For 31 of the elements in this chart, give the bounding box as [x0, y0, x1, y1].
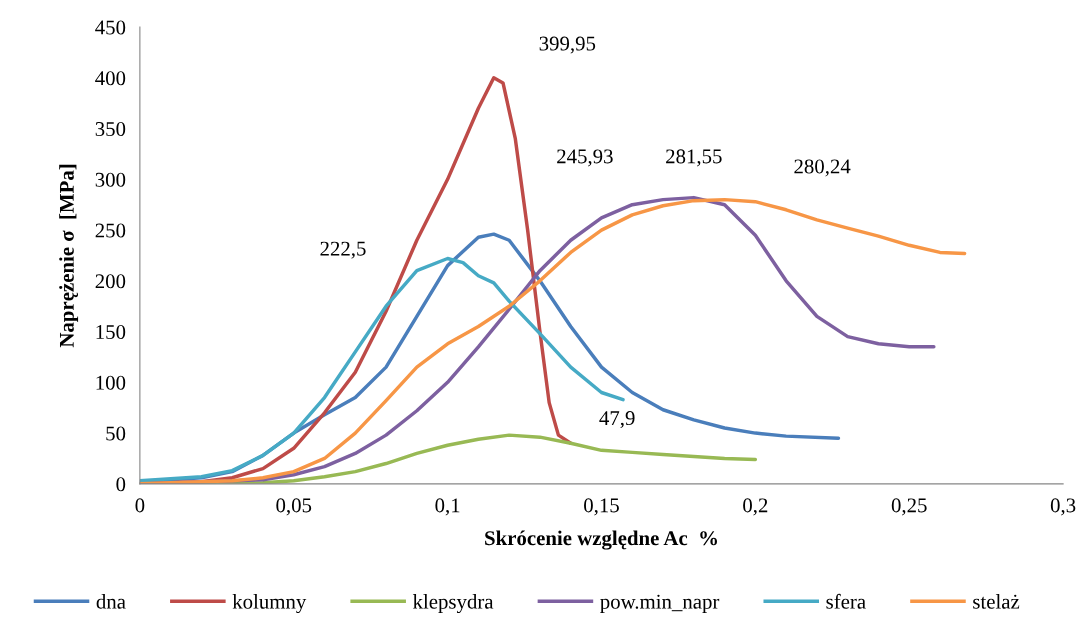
annotation: 47,9 — [599, 411, 635, 429]
y-tick-label: 50 — [106, 426, 126, 441]
x-tick-label: 0,2 — [743, 498, 768, 516]
legend-label: sfera — [826, 593, 866, 609]
y-tick-label: 300 — [95, 172, 126, 187]
legend-label: klepsydra — [412, 594, 494, 614]
legend-label: kolumny — [232, 594, 307, 614]
annotation: 399,95 — [539, 36, 596, 54]
annotation: 281,55 — [666, 149, 722, 167]
annotation: 222,5 — [320, 241, 366, 259]
x-tick-label: 0 — [135, 498, 145, 513]
y-tick-label: 0 — [116, 477, 126, 492]
y-tick-label: 200 — [95, 274, 126, 289]
x-axis-title: Skrócenie względne Ac % — [485, 530, 717, 550]
x-tick-label: 0,3 — [1050, 498, 1076, 516]
legend-label: dna — [96, 594, 126, 609]
y-tick-label: 150 — [96, 324, 126, 340]
annotation: 245,93 — [557, 149, 613, 167]
y-tick-label: 350 — [95, 121, 126, 137]
x-tick-label: 0,05 — [276, 498, 312, 516]
x-tick-label: 0,1 — [435, 498, 460, 516]
annotation: 280,24 — [794, 159, 851, 177]
y-tick-label: 400 — [95, 71, 126, 86]
legend-label: pow.min_napr — [600, 594, 720, 613]
x-tick-label: 0,15 — [584, 498, 619, 516]
x-tick-label: 0,25 — [891, 498, 927, 516]
y-axis-title: Naprężenie σ [MPa] — [59, 164, 79, 348]
y-tick-label: 450 — [95, 20, 126, 35]
y-tick-label: 100 — [96, 375, 126, 390]
y-tick-label: 250 — [95, 223, 126, 238]
legend-label: stelaż — [973, 594, 1020, 609]
